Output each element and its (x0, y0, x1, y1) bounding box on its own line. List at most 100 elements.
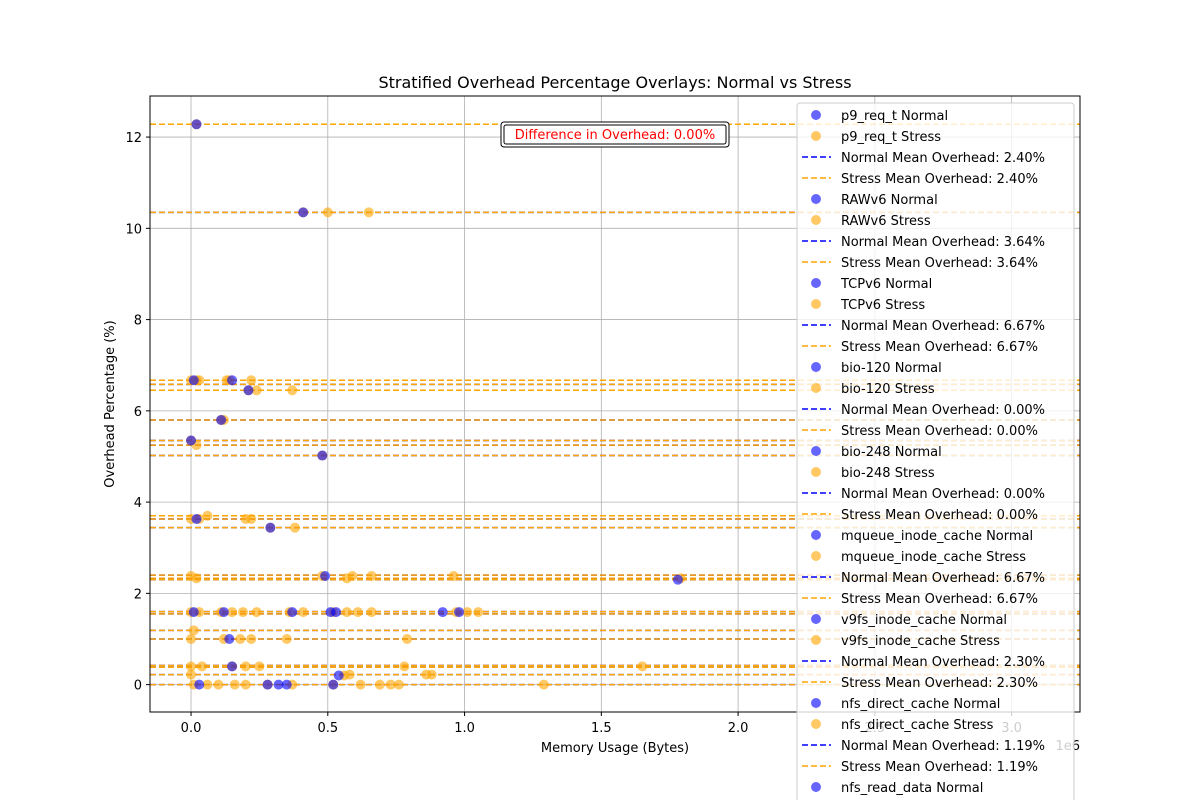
stress-point (363, 207, 374, 218)
legend-marker (811, 194, 821, 204)
legend-frame (796, 102, 1075, 800)
legend-entry: bio-120 Normal (811, 361, 942, 376)
stress-point (240, 679, 251, 690)
normal-point (224, 633, 235, 644)
stress-point (637, 661, 648, 672)
stress-point (251, 385, 262, 396)
normal-point (287, 607, 298, 618)
normal-point (216, 414, 227, 425)
stress-point (238, 607, 248, 618)
legend-entry: v9fs_inode_cache Normal (811, 613, 1007, 628)
x-tick-label: 0.0 (181, 721, 202, 736)
legend-entry: Stress Mean Overhead: 2.30% (802, 676, 1038, 691)
stress-point (202, 679, 213, 690)
legend-label: mqueue_inode_cache Stress (841, 550, 1026, 565)
stress-point (341, 607, 352, 618)
legend-label: v9fs_inode_cache Stress (841, 634, 1000, 649)
stress-point (235, 633, 246, 644)
legend-entry: Normal Mean Overhead: 6.67% (802, 571, 1045, 586)
legend-entry: bio-120 Stress (811, 382, 935, 397)
normal-point (243, 385, 254, 396)
legend-label: Normal Mean Overhead: 0.00% (841, 403, 1045, 418)
stress-point (374, 679, 385, 690)
legend-marker (811, 299, 821, 309)
stress-point (393, 679, 404, 690)
legend-entry: Stress Mean Overhead: 3.64% (802, 256, 1038, 271)
legend-entry: nfs_direct_cache Normal (811, 697, 1000, 712)
legend-entry: mqueue_inode_cache Normal (811, 529, 1033, 544)
legend-entry: Stress Mean Overhead: 0.00% (802, 508, 1038, 523)
legend-label: Stress Mean Overhead: 0.00% (841, 424, 1038, 439)
legend-entry: Normal Mean Overhead: 6.67% (802, 319, 1045, 334)
legend-entry: bio-248 Normal (811, 445, 942, 460)
legend-label: nfs_direct_cache Normal (841, 697, 1000, 712)
legend-entry: Normal Mean Overhead: 2.30% (802, 655, 1045, 670)
normal-point (281, 679, 292, 690)
legend-label: v9fs_inode_cache Normal (841, 613, 1007, 628)
legend-label: bio-248 Normal (841, 445, 942, 460)
legend-label: Stress Mean Overhead: 2.40% (841, 172, 1038, 187)
legend-marker (811, 215, 821, 225)
stress-point (213, 679, 224, 690)
stress-point (448, 571, 459, 582)
legend-label: TCPv6 Stress (840, 298, 925, 313)
normal-point (265, 522, 276, 533)
stress-point (344, 669, 355, 680)
chart-title: Stratified Overhead Percentage Overlays:… (378, 73, 851, 92)
legend-marker (811, 530, 821, 540)
normal-point (672, 574, 683, 585)
stress-point (246, 513, 257, 524)
normal-point (320, 571, 331, 582)
normal-point (262, 679, 273, 690)
stress-point (254, 661, 265, 672)
legend-entry: bio-248 Stress (811, 466, 935, 481)
normal-point (273, 679, 284, 690)
normal-point (194, 679, 205, 690)
normal-point (227, 375, 238, 386)
legend-entry: Stress Mean Overhead: 2.40% (802, 172, 1038, 187)
legend-entry: p9_req_t Stress (811, 130, 941, 145)
legend-label: Stress Mean Overhead: 6.67% (841, 340, 1038, 355)
legend-marker (811, 383, 821, 393)
legend-label: bio-120 Normal (841, 361, 942, 376)
y-tick-label: 12 (125, 131, 142, 146)
normal-point (331, 607, 341, 618)
stress-point (385, 679, 396, 690)
legend-label: p9_req_t Normal (841, 109, 948, 124)
stress-point (287, 385, 298, 396)
y-tick-label: 10 (125, 222, 142, 237)
stress-point (229, 679, 240, 690)
legend-marker (811, 467, 821, 477)
stress-point (473, 607, 484, 618)
legend-marker (811, 635, 821, 645)
stress-point (289, 522, 300, 533)
normal-point (333, 670, 344, 681)
y-axis-label: Overhead Percentage (%) (103, 320, 118, 487)
normal-point (298, 207, 309, 218)
legend-label: Normal Mean Overhead: 6.67% (841, 571, 1045, 586)
legend-label: Normal Mean Overhead: 0.00% (841, 487, 1045, 502)
legend-entry: Normal Mean Overhead: 2.40% (802, 151, 1045, 166)
x-tick-label: 1.5 (591, 721, 612, 736)
legend-label: nfs_direct_cache Stress (841, 718, 994, 733)
y-tick-label: 0 (134, 679, 142, 694)
annotation-box-inner (503, 124, 727, 145)
stress-point (347, 571, 358, 582)
legend-label: mqueue_inode_cache Normal (841, 529, 1033, 544)
legend-entry: TCPv6 Normal (811, 277, 932, 292)
legend-label: Stress Mean Overhead: 2.30% (841, 676, 1038, 691)
legend-label: Normal Mean Overhead: 6.67% (841, 319, 1045, 334)
legend-label: p9_req_t Stress (841, 130, 941, 145)
legend-marker (811, 719, 821, 729)
legend-entry: Normal Mean Overhead: 0.00% (802, 487, 1045, 502)
legend-label: RAWv6 Stress (841, 214, 931, 229)
legend-label: Stress Mean Overhead: 3.64% (841, 256, 1038, 271)
normal-points (186, 119, 683, 690)
normal-point (328, 679, 339, 690)
legend-entry: RAWv6 Normal (811, 193, 938, 208)
y-tick-label: 4 (134, 496, 142, 511)
legend-entry: Stress Mean Overhead: 6.67% (802, 340, 1038, 355)
legend-label: RAWv6 Normal (841, 193, 938, 208)
legend-entry: Normal Mean Overhead: 1.19% (802, 739, 1045, 754)
